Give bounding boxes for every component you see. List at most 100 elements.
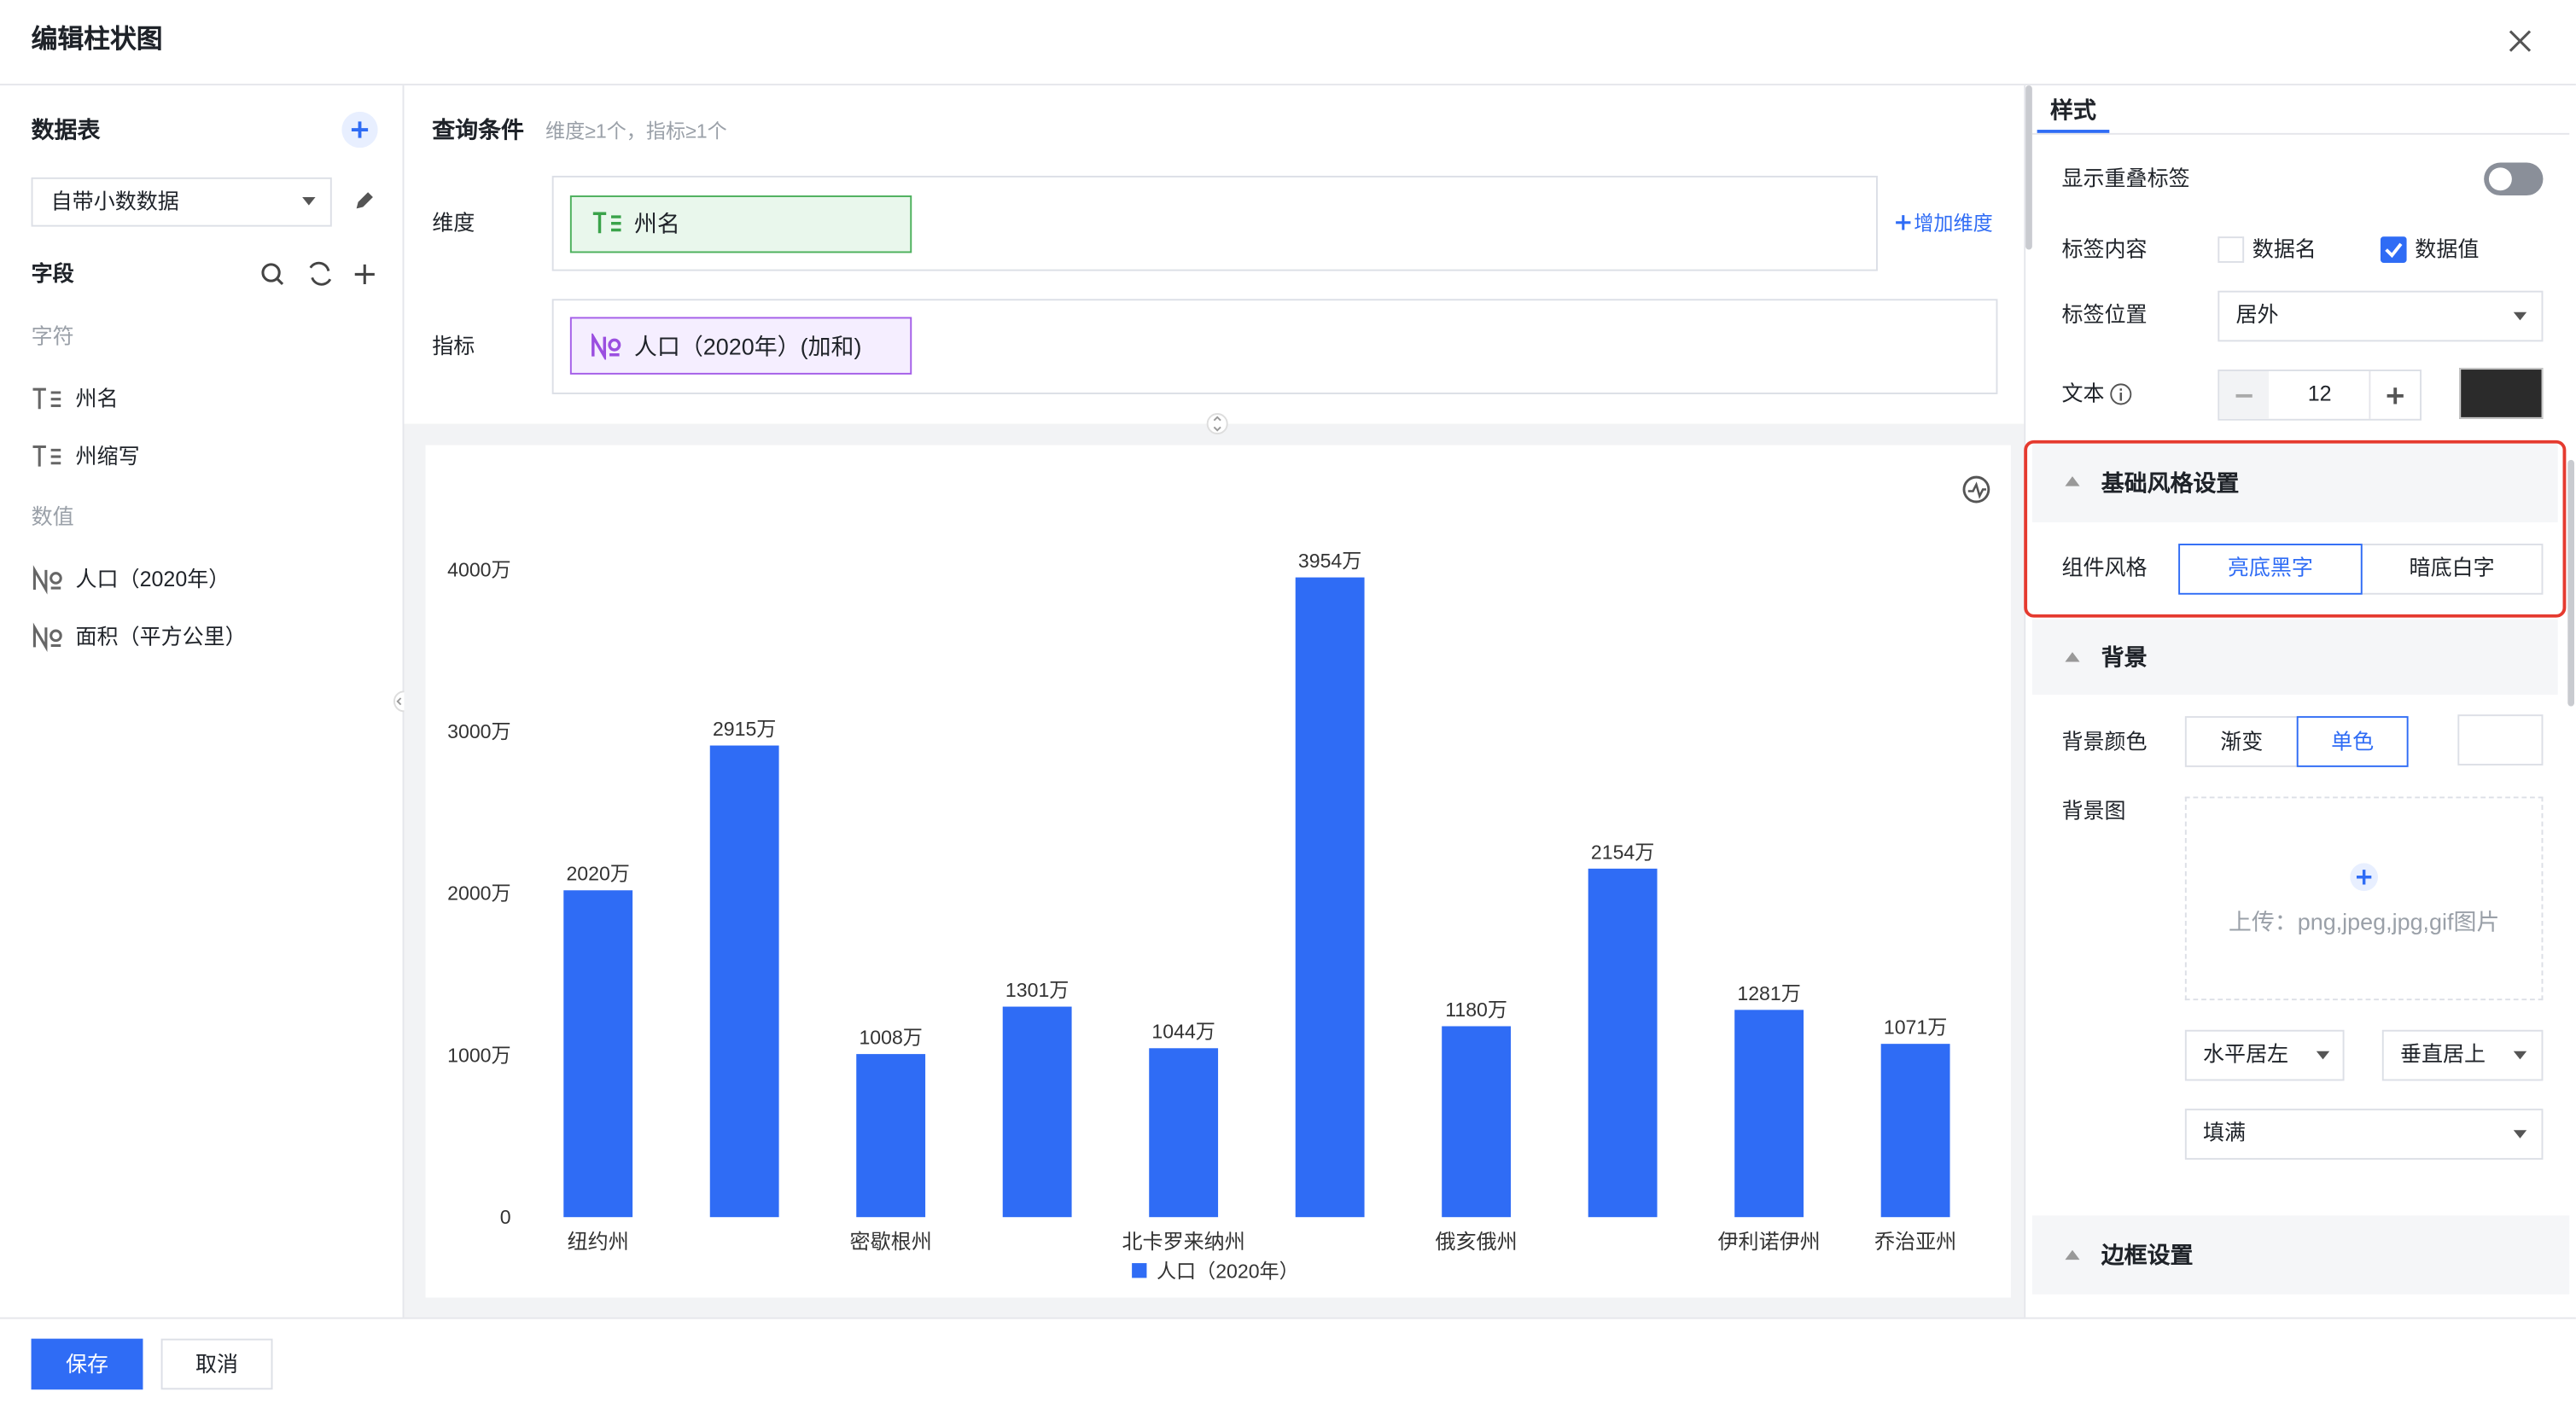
section-header[interactable] xyxy=(2031,619,2558,696)
data-label: 1044万 xyxy=(1151,1021,1215,1043)
option-button-selected[interactable] xyxy=(2296,716,2409,767)
setting-label: 文本 xyxy=(2061,381,2105,406)
close-button[interactable] xyxy=(2509,30,2532,53)
bar xyxy=(563,890,633,1218)
option-button[interactable] xyxy=(2184,716,2299,767)
option-text: 亮底黑字 xyxy=(2227,555,2313,580)
divider xyxy=(2031,132,2570,135)
option-text: 渐变 xyxy=(2220,729,2264,754)
collapse-icon xyxy=(2065,476,2080,486)
option-text: 单色 xyxy=(2331,729,2375,754)
toggle[interactable] xyxy=(2484,162,2544,196)
data-label: 3954万 xyxy=(1298,550,1361,572)
data-label: 1008万 xyxy=(859,1027,922,1049)
checkbox[interactable] xyxy=(2218,236,2245,263)
stepper-minus[interactable] xyxy=(2219,370,2270,419)
add-table-button[interactable] xyxy=(341,111,378,148)
field-item[interactable]: 州名 xyxy=(75,386,119,411)
select-value: 填满 xyxy=(2203,1120,2247,1145)
group-label: 字符 xyxy=(31,323,74,349)
field-item[interactable]: 人口（2020年） xyxy=(75,567,230,591)
caret xyxy=(2316,1051,2330,1060)
chip-text: 人口（2020年）(加和) xyxy=(633,333,862,360)
number-icon xyxy=(592,333,621,360)
field-label: 维度 xyxy=(432,210,475,236)
section-title: 边框设置 xyxy=(2101,1242,2194,1268)
edit-button[interactable] xyxy=(353,189,376,212)
upload-hint: 上传：png,jpeg,jpg,gif图片 xyxy=(2228,908,2500,935)
caret xyxy=(2513,1051,2527,1060)
stepper-value: 12 xyxy=(2307,381,2332,406)
x-tick-label: 北卡罗来纳州 xyxy=(1122,1231,1245,1254)
bar xyxy=(1295,577,1365,1218)
data-label: 2154万 xyxy=(1591,841,1654,863)
x-tick-label: 俄亥俄州 xyxy=(1436,1231,1518,1254)
collapse-icon xyxy=(2065,652,2080,662)
select[interactable] xyxy=(2218,290,2544,342)
field-label: 指标 xyxy=(432,333,475,358)
option-button-selected[interactable] xyxy=(2178,544,2363,595)
bar xyxy=(1442,1026,1512,1218)
legend-label: 人口（2020年） xyxy=(1157,1260,1299,1282)
x-tick-label: 密歇根州 xyxy=(850,1231,932,1254)
dataset-select[interactable] xyxy=(31,177,332,227)
setting-label: 标签位置 xyxy=(2061,302,2148,328)
add-dimension-link[interactable]: 增加维度 xyxy=(1914,212,1993,236)
setting-label: 标签内容 xyxy=(2061,236,2148,262)
setting-label: 组件风格 xyxy=(2061,555,2148,580)
section-header[interactable] xyxy=(2031,1215,2570,1295)
chart-icon[interactable] xyxy=(1962,475,1990,504)
section-header[interactable] xyxy=(2031,443,2558,523)
section-title: 基础风格设置 xyxy=(2101,469,2240,497)
info-icon[interactable] xyxy=(2109,382,2132,405)
field-icons xyxy=(32,387,62,653)
collapse-icon xyxy=(2065,1249,2080,1260)
color-picker[interactable] xyxy=(2459,368,2544,419)
y-tick-label: 3000万 xyxy=(447,720,510,742)
checkbox-label: 数据名 xyxy=(2252,236,2317,262)
field-item[interactable]: 州缩写 xyxy=(75,443,140,469)
text-icon xyxy=(592,212,621,234)
field-tools[interactable] xyxy=(259,261,378,288)
scrollbar[interactable] xyxy=(2025,85,2032,250)
upload-area[interactable] xyxy=(2184,796,2544,1001)
resize-handle[interactable] xyxy=(1206,412,1229,435)
upload-icon xyxy=(2350,863,2379,892)
scrollbar[interactable] xyxy=(2567,459,2575,707)
save-button[interactable]: 保存 xyxy=(31,1338,143,1390)
highlight-box xyxy=(2024,440,2567,618)
select[interactable] xyxy=(2184,1109,2544,1160)
color-picker[interactable] xyxy=(2457,714,2544,766)
caret xyxy=(2513,1130,2527,1138)
field-item[interactable]: 面积（平方公里） xyxy=(75,624,247,649)
checkbox-checked[interactable] xyxy=(2380,236,2407,263)
x-tick-label: 乔治亚州 xyxy=(1874,1231,1956,1254)
group-label: 数值 xyxy=(31,504,74,529)
dimension-chip[interactable] xyxy=(569,195,912,253)
bar xyxy=(1588,868,1658,1218)
chip-text: 州名 xyxy=(633,210,680,237)
divider xyxy=(2369,370,2371,419)
divider xyxy=(0,84,2576,86)
setting-label: 显示重叠标签 xyxy=(2061,166,2190,191)
stepper-plus[interactable] xyxy=(2370,371,2420,419)
y-tick-label: 4000万 xyxy=(447,559,510,581)
option-button[interactable] xyxy=(2360,544,2544,595)
tab[interactable]: 样式 xyxy=(2050,96,2096,124)
measure-chip[interactable] xyxy=(569,317,912,375)
divider xyxy=(0,1317,2576,1319)
data-label: 1071万 xyxy=(1884,1016,1947,1039)
section-title: 背景 xyxy=(2101,643,2148,671)
plus-icon xyxy=(1896,215,1911,230)
cancel-button[interactable]: 取消 xyxy=(160,1338,273,1390)
hint: 维度≥1个，指标≥1个 xyxy=(545,119,727,143)
section-title: 字段 xyxy=(31,261,74,286)
bar xyxy=(1002,1006,1072,1218)
caret xyxy=(2513,311,2527,321)
data-label: 2020万 xyxy=(566,863,629,885)
data-label: 1281万 xyxy=(1737,982,1800,1004)
y-tick-label: 0 xyxy=(500,1206,511,1228)
select-value: 水平居左 xyxy=(2203,1041,2289,1067)
